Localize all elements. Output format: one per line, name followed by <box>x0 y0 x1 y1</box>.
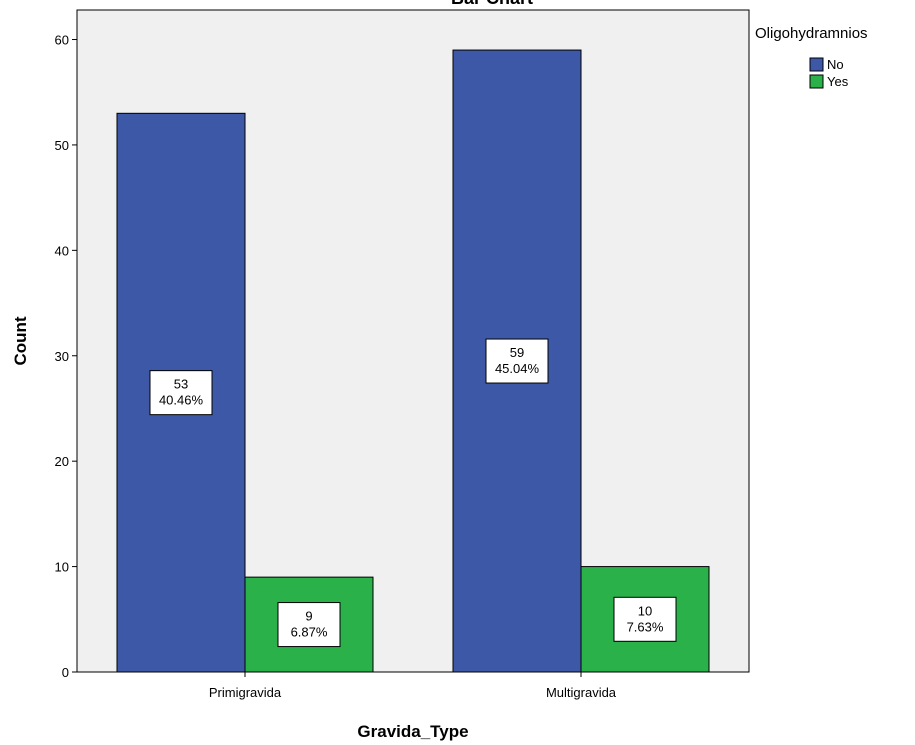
x-axis-title: Gravida_Type <box>357 722 468 741</box>
y-tick-label: 0 <box>62 665 69 680</box>
data-label-count: 10 <box>638 603 652 618</box>
x-tick-label: Primigravida <box>209 685 282 700</box>
y-tick-label: 30 <box>55 349 69 364</box>
data-label-percent: 7.63% <box>627 619 664 634</box>
legend-title: Oligohydramnios <box>755 25 868 42</box>
chart-title: Bar Chart <box>451 0 533 8</box>
legend-label-yes: Yes <box>827 74 849 89</box>
y-tick-label: 20 <box>55 454 69 469</box>
y-tick-label: 10 <box>55 560 69 575</box>
data-label-box <box>613 596 677 642</box>
y-tick-label: 50 <box>55 138 69 153</box>
x-tick-label: Multigravida <box>546 685 617 700</box>
data-label-percent: 40.46% <box>159 393 204 408</box>
data-label-count: 53 <box>174 377 188 392</box>
y-tick-label: 60 <box>55 33 69 48</box>
data-label-box <box>277 602 341 648</box>
y-axis-title: Count <box>11 316 30 365</box>
data-label-percent: 45.04% <box>495 361 540 376</box>
data-label-percent: 6.87% <box>291 625 328 640</box>
data-label-count: 59 <box>510 345 524 360</box>
y-tick-label: 40 <box>55 243 69 258</box>
data-label-box <box>485 338 549 384</box>
legend: Oligohydramnios No Yes <box>755 25 868 89</box>
data-label-count: 9 <box>305 609 312 624</box>
legend-label-no: No <box>827 57 844 72</box>
legend-swatch-yes <box>809 74 824 89</box>
data-label-box <box>149 370 213 416</box>
legend-swatch-no <box>809 57 824 72</box>
